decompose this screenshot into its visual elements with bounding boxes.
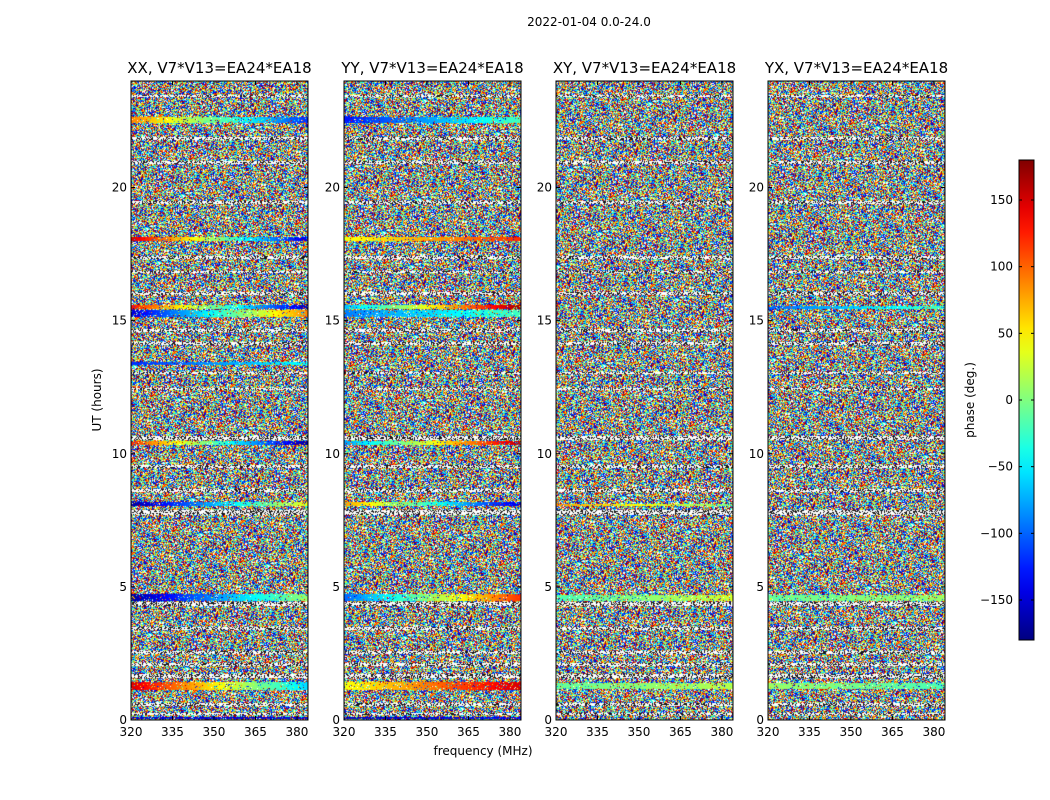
x-tick-label: 335 (586, 725, 609, 739)
x-tick-label: 335 (798, 725, 821, 739)
y-axis-label: UT (hours) (90, 368, 104, 431)
figure-title: 2022-01-04 0.0-24.0 (527, 15, 651, 29)
y-tick-label: 0 (756, 713, 764, 727)
panel-xx: XX, V7*V13=EA24*EA18 320 335 350 365 380 0 5 10 1… (112, 59, 312, 739)
axes-frame (343, 80, 522, 721)
x-tick-label: 380 (710, 725, 733, 739)
y-tick-label: 0 (119, 713, 127, 727)
x-tick-label: 350 (203, 725, 226, 739)
y-tick-label: 15 (325, 314, 340, 328)
panel-title: XX, V7*V13=EA24*EA18 (127, 59, 311, 77)
x-tick-label: 365 (457, 725, 480, 739)
y-tick-label: 15 (112, 314, 127, 328)
axes-frame (555, 80, 734, 721)
colorbar-label: phase (deg.) (963, 362, 977, 438)
y-tick-label: 5 (544, 580, 552, 594)
axes-frame (767, 80, 946, 721)
x-tick-label: 335 (374, 725, 397, 739)
y-tick-label: 15 (749, 314, 764, 328)
panel-yy: YY, V7*V13=EA24*EA18 320 335 350 365 380 0 5 10 1… (325, 59, 524, 739)
x-tick-label: 365 (881, 725, 904, 739)
y-tick-label: 20 (325, 181, 340, 195)
phase-image (768, 81, 945, 720)
phase-image (556, 81, 733, 720)
x-tick-label: 320 (120, 725, 143, 739)
y-tick-label: 0 (332, 713, 340, 727)
panel-title: XY, V7*V13=EA24*EA18 (553, 59, 736, 77)
x-tick-label: 350 (416, 725, 439, 739)
phase-image (344, 81, 521, 720)
phase-image (131, 81, 308, 720)
colorbar-tick-label: −100 (980, 526, 1013, 540)
x-tick-label: 335 (161, 725, 184, 739)
axes-frame (130, 80, 309, 721)
x-tick-label: 380 (285, 725, 308, 739)
y-tick-label: 10 (537, 447, 552, 461)
x-tick-label: 365 (669, 725, 692, 739)
panel-title: YY, V7*V13=EA24*EA18 (340, 59, 523, 77)
colorbar-tick-label: 50 (998, 326, 1013, 340)
x-tick-label: 320 (545, 725, 568, 739)
y-tick-label: 10 (325, 447, 340, 461)
y-tick-label: 20 (112, 181, 127, 195)
panel-xy: XY, V7*V13=EA24*EA18 320 335 350 365 380 0 5 10 1… (537, 59, 736, 739)
y-tick-label: 5 (332, 580, 340, 594)
colorbar-tick-label: 100 (990, 260, 1013, 274)
y-tick-label: 0 (544, 713, 552, 727)
x-tick-label: 320 (757, 725, 780, 739)
colorbar-tick-label: −150 (980, 593, 1013, 607)
colorbar-tick-label: −50 (988, 460, 1013, 474)
colorbar-tick-label: 0 (1005, 393, 1013, 407)
colorbar-tick-label: 150 (990, 193, 1013, 207)
y-tick-label: 15 (537, 314, 552, 328)
x-tick-label: 380 (498, 725, 521, 739)
panels: XX, V7*V13=EA24*EA18 320 335 350 365 380 0 5 10 1… (112, 59, 948, 739)
y-tick-label: 5 (119, 580, 127, 594)
y-tick-label: 10 (749, 447, 764, 461)
y-tick-label: 10 (112, 447, 127, 461)
x-tick-label: 350 (628, 725, 651, 739)
y-tick-label: 20 (537, 181, 552, 195)
colorbar: −150 −100 −50 0 50 100 150 (980, 159, 1035, 641)
y-tick-label: 5 (756, 580, 764, 594)
x-tick-label: 365 (244, 725, 267, 739)
y-tick-label: 20 (749, 181, 764, 195)
x-tick-label: 320 (333, 725, 356, 739)
x-tick-label: 380 (922, 725, 945, 739)
panel-yx: YX, V7*V13=EA24*EA18 320 335 350 365 380 0 5 10 1… (749, 59, 948, 739)
x-axis-label: frequency (MHz) (433, 744, 532, 758)
panel-title: YX, V7*V13=EA24*EA18 (764, 59, 948, 77)
x-tick-label: 350 (840, 725, 863, 739)
